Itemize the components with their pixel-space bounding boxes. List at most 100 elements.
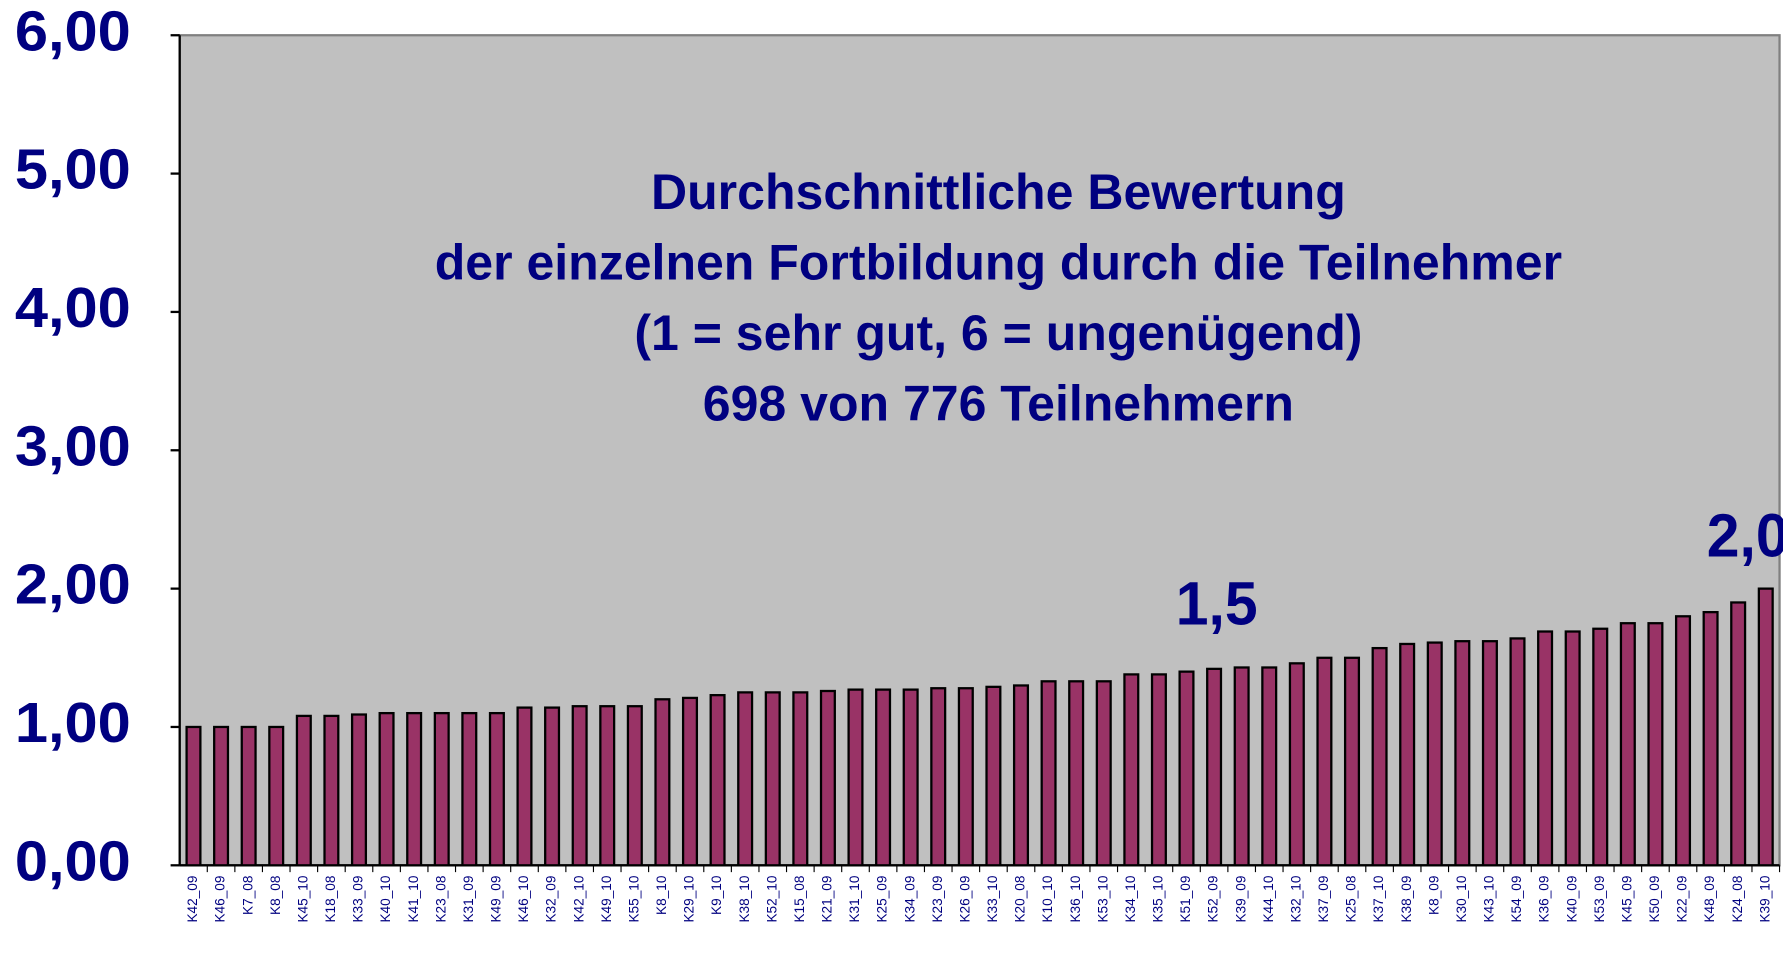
x-tick-label: K25_09 bbox=[875, 876, 890, 923]
x-tick-label: K25_08 bbox=[1344, 876, 1359, 923]
bar bbox=[323, 714, 340, 867]
x-tick-label: K46_09 bbox=[213, 876, 228, 923]
bar bbox=[433, 711, 450, 867]
bar bbox=[571, 705, 588, 867]
x-tick-label: K38_09 bbox=[1399, 876, 1414, 923]
x-tick-label: K41_10 bbox=[406, 875, 421, 922]
bar bbox=[268, 725, 285, 867]
bar bbox=[1454, 640, 1471, 867]
x-tick-label: K7_08 bbox=[240, 876, 255, 915]
x-tick-label: K34_10 bbox=[1123, 875, 1138, 922]
bar bbox=[240, 725, 257, 867]
x-tick-label: K49_09 bbox=[489, 876, 504, 923]
bar bbox=[930, 687, 947, 867]
chart-title: der einzelnen Fortbildung durch die Teil… bbox=[435, 234, 1562, 290]
bar bbox=[1040, 680, 1057, 867]
x-tick-label: K29_10 bbox=[682, 875, 697, 922]
x-tick-label: K32_10 bbox=[1288, 875, 1303, 922]
bar bbox=[1068, 680, 1085, 867]
x-tick-label: K30_10 bbox=[1454, 875, 1469, 922]
bar bbox=[599, 705, 616, 867]
bar bbox=[1371, 646, 1388, 867]
bar bbox=[737, 691, 754, 867]
x-tick-label: K9_10 bbox=[709, 875, 724, 915]
x-tick-label: K10_10 bbox=[1040, 875, 1055, 922]
y-tick-label: 3,00 bbox=[15, 415, 131, 478]
x-tick-label: K8_10 bbox=[654, 875, 669, 915]
x-tick-label: K51_09 bbox=[1178, 876, 1193, 923]
bar bbox=[488, 711, 505, 867]
bar bbox=[1012, 684, 1030, 867]
x-tick-label: K46_10 bbox=[516, 875, 531, 922]
x-tick-label: K48_09 bbox=[1702, 876, 1717, 923]
x-tick-label: K8_09 bbox=[1426, 876, 1441, 915]
x-tick-label: K33_10 bbox=[985, 875, 1000, 922]
bar bbox=[1288, 662, 1305, 867]
bar bbox=[1757, 587, 1774, 867]
x-tick-label: K55_10 bbox=[626, 875, 641, 922]
x-tick-label: K53_09 bbox=[1592, 876, 1607, 923]
bar bbox=[1619, 622, 1636, 867]
annotation: 2,0 bbox=[1707, 501, 1783, 570]
bar bbox=[295, 714, 312, 867]
x-tick-label: K26_09 bbox=[957, 876, 972, 923]
bar bbox=[1647, 622, 1664, 867]
bar bbox=[654, 698, 671, 867]
bar bbox=[1233, 666, 1250, 867]
x-tick-label: K15_08 bbox=[792, 876, 807, 923]
bar bbox=[544, 706, 561, 867]
bar bbox=[1564, 630, 1581, 867]
bar bbox=[516, 706, 533, 867]
bar bbox=[957, 687, 974, 867]
x-tick-label: K42_10 bbox=[571, 875, 586, 922]
x-tick-label: K45_10 bbox=[295, 875, 310, 922]
bar bbox=[709, 694, 726, 867]
x-tick-label: K40_10 bbox=[378, 875, 393, 922]
x-tick-label: K36_09 bbox=[1537, 876, 1552, 923]
bar bbox=[1150, 673, 1167, 867]
bar bbox=[1674, 615, 1692, 867]
x-tick-label: K32_09 bbox=[544, 876, 559, 923]
x-tick-label: K54_09 bbox=[1509, 876, 1524, 923]
bar bbox=[1481, 640, 1498, 867]
x-tick-label: K39_09 bbox=[1233, 876, 1248, 923]
bar bbox=[902, 688, 919, 867]
x-tick-label: K38_10 bbox=[737, 875, 752, 922]
bar bbox=[461, 711, 478, 867]
bar bbox=[213, 725, 230, 867]
x-tick-label: K31_09 bbox=[461, 876, 476, 923]
chart-title: (1 = sehr gut, 6 = ungenügend) bbox=[634, 305, 1362, 361]
bar bbox=[875, 688, 892, 867]
x-tick-label: K52_09 bbox=[1206, 876, 1221, 923]
bar bbox=[1343, 656, 1361, 867]
bar bbox=[1178, 670, 1195, 867]
x-tick-label: K53_10 bbox=[1095, 875, 1110, 922]
x-tick-label: K44_10 bbox=[1261, 875, 1276, 922]
bar bbox=[819, 689, 836, 867]
bar bbox=[1399, 642, 1416, 867]
x-tick-label: K37_10 bbox=[1371, 875, 1386, 922]
bar bbox=[1261, 666, 1278, 867]
x-tick-label: K33_09 bbox=[351, 876, 366, 923]
x-tick-label: K43_10 bbox=[1482, 875, 1497, 922]
bar bbox=[681, 696, 699, 867]
x-tick-label: K37_09 bbox=[1316, 876, 1331, 923]
x-tick-label: K49_10 bbox=[599, 875, 614, 922]
x-tick-label: K52_10 bbox=[764, 875, 779, 922]
bar bbox=[1206, 667, 1223, 867]
x-tick-label: K34_09 bbox=[902, 876, 917, 923]
x-tick-label: K20_08 bbox=[1013, 876, 1028, 923]
bar bbox=[985, 685, 1002, 867]
x-tick-label: K18_08 bbox=[323, 876, 338, 923]
bar bbox=[1123, 673, 1140, 867]
bar bbox=[378, 711, 395, 867]
chart-title: Durchschnittliche Bewertung bbox=[651, 164, 1346, 220]
x-tick-label: K23_09 bbox=[930, 876, 945, 923]
y-tick-label: 2,00 bbox=[15, 554, 131, 617]
bar bbox=[350, 713, 368, 867]
x-tick-label: K42_09 bbox=[185, 876, 200, 923]
bar bbox=[1702, 611, 1719, 867]
bar bbox=[792, 691, 809, 867]
x-tick-label: K39_10 bbox=[1757, 875, 1772, 922]
